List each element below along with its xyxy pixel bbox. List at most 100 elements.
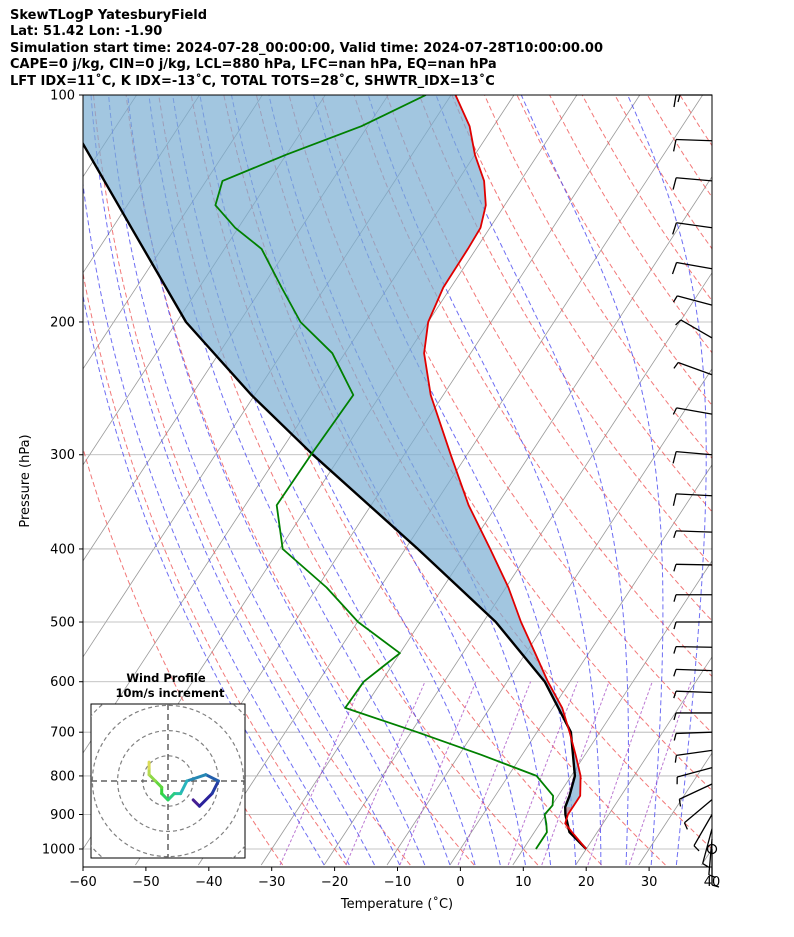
moist-adiabat	[148, 95, 451, 866]
temperature-profile-line	[423, 95, 587, 850]
wind-barb	[672, 138, 713, 152]
isotherm-line	[512, 560, 712, 866]
barb-staff	[676, 261, 713, 270]
mixing-ratio-line	[399, 681, 477, 866]
barb-staff	[675, 690, 713, 694]
hodograph-segment	[198, 792, 214, 808]
dry-adiabat	[386, 95, 712, 622]
barb-flag	[675, 319, 682, 326]
moist-adiabat	[90, 95, 375, 866]
y-tick-label: 200	[50, 315, 75, 330]
moist-adiabat	[520, 95, 664, 866]
x-tick-label: −30	[258, 875, 285, 890]
barb-staff	[680, 319, 713, 339]
mixing-ratio-line	[345, 681, 426, 866]
barb-staff	[677, 295, 713, 306]
x-tick-label: 20	[578, 875, 595, 890]
wind-barb	[673, 563, 713, 572]
barb-flag	[673, 530, 677, 539]
barb-flag	[673, 594, 677, 602]
wind-barb	[673, 645, 713, 654]
wind-barb	[673, 621, 712, 630]
isotherm-line	[449, 464, 712, 866]
barb-staff	[676, 450, 713, 456]
y-tick-label: 800	[50, 769, 75, 784]
x-tick-label: 40	[704, 875, 721, 890]
y-tick-label: 900	[50, 808, 75, 823]
barb-flag	[693, 845, 700, 852]
x-tick-label: −50	[132, 875, 159, 890]
y-tick-label: 1000	[42, 843, 75, 858]
barb-flag	[673, 621, 677, 630]
x-tick-label: −60	[69, 875, 96, 890]
wind-barb	[693, 814, 713, 852]
wind-barb	[672, 493, 713, 506]
wind-barb	[673, 361, 713, 376]
stability-line: CAPE=0 j/kg, CIN=0 j/kg, LCL=880 hPa, LF…	[10, 57, 497, 73]
dry-adiabat	[223, 95, 666, 866]
wind-barb	[676, 767, 713, 785]
barb-staff	[676, 407, 713, 415]
barb-staff	[677, 361, 713, 376]
isotherm-line	[83, 95, 200, 274]
chart-header: SkewTLogP YatesburyField Lat: 51.42 Lon:…	[10, 8, 790, 90]
location-line: Lat: 51.42 Lon: -1.90	[10, 24, 163, 40]
barb-staff	[677, 767, 713, 778]
x-tick-label: 0	[456, 875, 464, 890]
barb-flag	[673, 646, 677, 654]
wind-barb	[672, 407, 713, 415]
dry-adiabat	[321, 95, 712, 734]
moist-adiabat	[83, 293, 325, 866]
wind-barb	[673, 668, 713, 677]
wind-barb	[675, 319, 713, 339]
wind-barb	[671, 261, 713, 275]
barb-flag	[673, 564, 677, 572]
inset-title: Wind Profile	[126, 671, 206, 685]
barb-flag	[673, 733, 677, 741]
hodograph-segment	[185, 773, 208, 783]
dry-adiabat	[516, 95, 712, 407]
barb-flag	[672, 451, 677, 464]
hodograph-segment	[210, 779, 220, 796]
barb-flag	[672, 493, 677, 506]
mixing-ratio-line	[587, 681, 653, 866]
barb-flag	[672, 295, 678, 303]
mixing-ratio-line	[541, 681, 610, 866]
wind-barb	[673, 94, 712, 108]
wind-barb	[673, 594, 712, 602]
mixing-ratio-line	[628, 681, 692, 866]
moist-adiabat	[313, 95, 577, 865]
barb-staff	[675, 645, 713, 648]
inset-subtitle: 10m/s increment	[116, 686, 225, 700]
dry-adiabat	[679, 95, 712, 147]
wind-barb	[673, 712, 712, 721]
barb-flag	[672, 222, 677, 235]
hodograph-segment	[179, 779, 189, 796]
x-tick-label: −10	[384, 875, 411, 890]
parcel-profile-line	[83, 141, 588, 850]
wind-barb	[683, 799, 713, 830]
barb-flag	[672, 139, 677, 152]
dry-adiabat	[83, 270, 347, 866]
barb-flag	[672, 177, 677, 190]
barb-flag	[673, 94, 677, 108]
dry-adiabat	[83, 446, 284, 866]
x-tick-label: −40	[195, 875, 222, 890]
barb-flag	[671, 262, 678, 275]
wind-barb	[672, 177, 713, 190]
moist-adiabat	[83, 180, 350, 866]
barb-staff	[702, 828, 713, 864]
wind-barb	[673, 731, 713, 741]
barb-staff	[676, 749, 713, 757]
wind-barb	[673, 530, 713, 539]
wind-barb	[672, 222, 713, 235]
x-tick-label: 30	[641, 875, 658, 890]
barb-flag	[673, 669, 677, 677]
barb-staff	[684, 799, 713, 824]
axis-ticks: −60 −50 −40 −30 −20 −10 0 10 20 30 40 1000 900 800 700…	[42, 89, 720, 891]
cin-shading	[83, 95, 581, 815]
time-line: Simulation start time: 2024-07-28_00:00:…	[10, 40, 603, 56]
sounding-profiles	[83, 95, 588, 850]
moist-adiabat	[268, 95, 552, 866]
dry-adiabat	[353, 95, 712, 678]
